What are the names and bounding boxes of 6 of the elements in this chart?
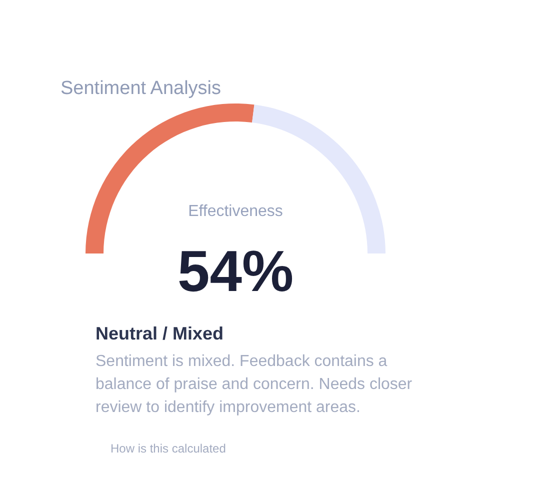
text: How is this calculated [110, 442, 226, 456]
text: 54% [177, 239, 294, 304]
chart-title: Sentiment Analysis [60, 78, 222, 99]
text: Sentiment is mixed. Feedback contains a balance of praise and concern. Needs closer review to identify improvement areas. [96, 353, 413, 416]
text: Effectiveness [188, 203, 283, 220]
text: Neutral / Mixed [96, 324, 224, 344]
